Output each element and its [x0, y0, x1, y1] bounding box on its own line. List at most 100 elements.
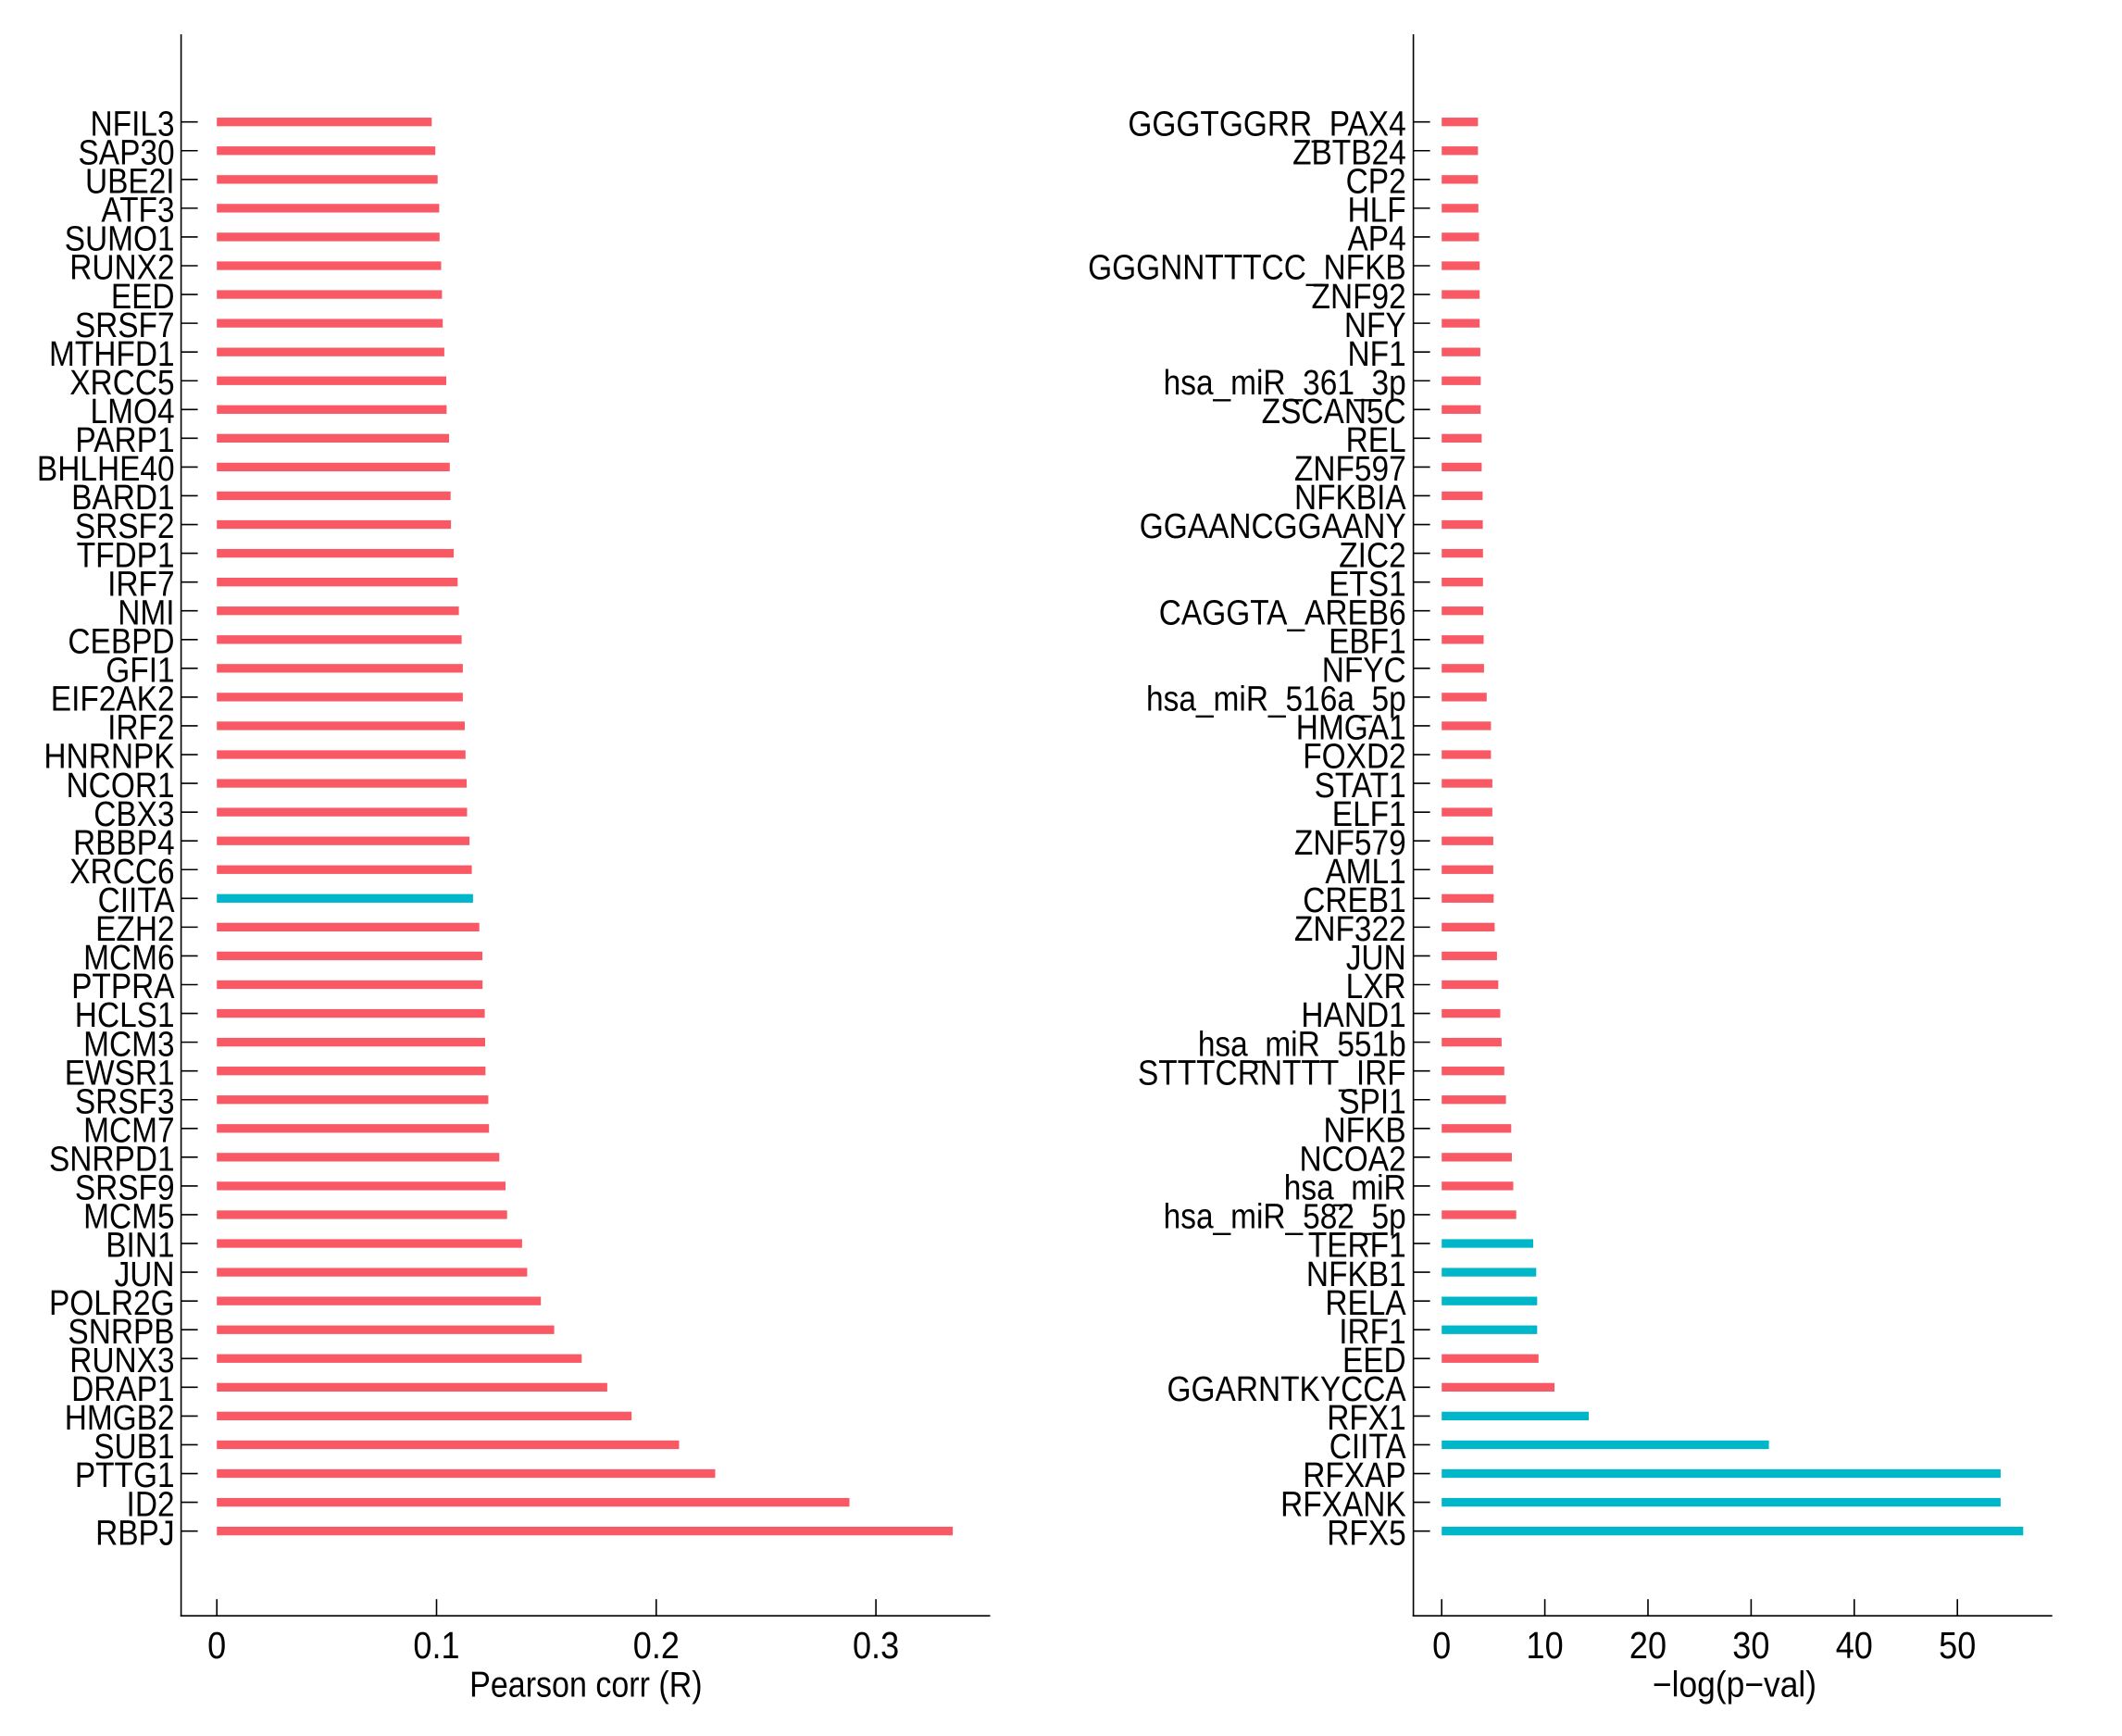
svg-text:EED: EED: [111, 277, 175, 316]
svg-text:XRCC5: XRCC5: [69, 363, 174, 402]
svg-text:RUNX2: RUNX2: [69, 248, 174, 287]
svg-text:MCM6: MCM6: [83, 938, 174, 977]
svg-text:BHLHE40: BHLHE40: [37, 449, 175, 488]
svg-text:SAP30: SAP30: [79, 132, 175, 171]
svg-text:ZNF92: ZNF92: [1312, 277, 1406, 316]
svg-text:UBE2I: UBE2I: [85, 162, 175, 201]
svg-text:10: 10: [1527, 1625, 1564, 1667]
svg-text:RUNX3: RUNX3: [69, 1341, 174, 1380]
svg-text:PTTG1: PTTG1: [75, 1455, 175, 1494]
svg-text:CP2: CP2: [1346, 162, 1406, 201]
svg-text:LXR: LXR: [1346, 967, 1406, 1005]
svg-text:ATF3: ATF3: [101, 191, 174, 230]
svg-text:JUN: JUN: [115, 1255, 175, 1293]
svg-text:EWSR1: EWSR1: [65, 1053, 175, 1092]
svg-text:ELF1: ELF1: [1332, 794, 1406, 833]
svg-text:RBBP4: RBBP4: [73, 823, 175, 862]
svg-text:hsa_miR_361_3p: hsa_miR_361_3p: [1164, 363, 1406, 402]
svg-text:ZIC2: ZIC2: [1339, 535, 1405, 574]
svg-text:ZSCAN5C: ZSCAN5C: [1262, 392, 1406, 431]
svg-text:JUN: JUN: [1346, 938, 1406, 977]
svg-text:DRAP1: DRAP1: [71, 1369, 174, 1408]
svg-text:AML1: AML1: [1325, 852, 1405, 891]
svg-text:NFKB1: NFKB1: [1306, 1255, 1406, 1293]
svg-text:PARP1: PARP1: [75, 420, 174, 459]
svg-text:IRF1: IRF1: [1339, 1312, 1405, 1351]
svg-text:HAND1: HAND1: [1301, 995, 1405, 1034]
svg-text:−log(p−val): −log(p−val): [1653, 1665, 1816, 1705]
svg-text:NFKB: NFKB: [1324, 1111, 1406, 1150]
svg-text:20: 20: [1629, 1625, 1666, 1667]
svg-text:GGAANCGGAANY: GGAANCGGAANY: [1140, 506, 1406, 545]
svg-text:LMO4: LMO4: [91, 392, 175, 431]
svg-text:NF1: NF1: [1348, 334, 1406, 373]
svg-text:IRF2: IRF2: [107, 708, 174, 747]
svg-text:HNRNPK: HNRNPK: [44, 737, 174, 776]
svg-text:GFI1: GFI1: [106, 651, 174, 690]
svg-text:40: 40: [1836, 1625, 1873, 1667]
svg-text:NFIL3: NFIL3: [91, 104, 175, 143]
svg-text:hsa_miR: hsa_miR: [1284, 1168, 1406, 1207]
svg-text:SRSF9: SRSF9: [75, 1168, 175, 1207]
svg-text:GGARNTKYCCA: GGARNTKYCCA: [1167, 1369, 1406, 1408]
svg-text:CAGGTA_AREB6: CAGGTA_AREB6: [1159, 593, 1406, 631]
svg-text:BARD1: BARD1: [71, 478, 174, 517]
svg-text:STAT1: STAT1: [1315, 766, 1406, 805]
svg-text:RFX1: RFX1: [1327, 1398, 1405, 1437]
svg-text:NFY: NFY: [1344, 306, 1406, 344]
svg-text:RFX5: RFX5: [1327, 1513, 1405, 1552]
svg-text:HCLS1: HCLS1: [75, 995, 175, 1034]
svg-text:EZH2: EZH2: [95, 909, 174, 948]
svg-text:NCOA2: NCOA2: [1300, 1140, 1406, 1179]
svg-text:SRSF3: SRSF3: [75, 1081, 175, 1120]
svg-text:SNRPD1: SNRPD1: [49, 1140, 175, 1179]
svg-text:50: 50: [1939, 1625, 1976, 1667]
svg-text:MCM5: MCM5: [83, 1197, 174, 1236]
svg-text:TFDP1: TFDP1: [77, 535, 175, 574]
svg-text:STTTCRNTTT_IRF: STTTCRNTTT_IRF: [1138, 1053, 1406, 1092]
svg-text:SPI1: SPI1: [1339, 1081, 1405, 1120]
svg-text:CIITA: CIITA: [1329, 1427, 1406, 1466]
svg-text:SUMO1: SUMO1: [65, 219, 175, 258]
svg-text:REL: REL: [1346, 420, 1406, 459]
svg-text:XRCC6: XRCC6: [69, 852, 174, 891]
svg-text:ZBTB24: ZBTB24: [1292, 132, 1406, 171]
svg-text:ZNF597: ZNF597: [1294, 449, 1406, 488]
svg-text:ZNF322: ZNF322: [1294, 909, 1406, 948]
svg-text:CBX3: CBX3: [94, 794, 174, 833]
svg-text:TERF1: TERF1: [1308, 1226, 1406, 1265]
svg-text:RBPJ: RBPJ: [95, 1513, 174, 1552]
svg-text:SRSF7: SRSF7: [75, 306, 175, 344]
svg-text:GGGTGGRR_PAX4: GGGTGGRR_PAX4: [1128, 104, 1405, 143]
svg-text:ZNF579: ZNF579: [1294, 823, 1406, 862]
svg-text:HMGB2: HMGB2: [65, 1398, 175, 1437]
svg-text:RFXAP: RFXAP: [1303, 1455, 1405, 1494]
svg-text:0.1: 0.1: [413, 1625, 459, 1667]
svg-text:EBF1: EBF1: [1329, 622, 1406, 661]
svg-text:RELA: RELA: [1325, 1283, 1405, 1322]
svg-text:hsa_miR_582_5p: hsa_miR_582_5p: [1164, 1197, 1406, 1236]
svg-text:SNRPB: SNRPB: [68, 1312, 174, 1351]
svg-text:AP4: AP4: [1348, 219, 1406, 258]
svg-text:CIITA: CIITA: [98, 880, 175, 919]
svg-text:ETS1: ETS1: [1329, 564, 1406, 603]
svg-text:CREB1: CREB1: [1303, 880, 1405, 919]
svg-text:NMI: NMI: [118, 593, 174, 631]
svg-text:30: 30: [1732, 1625, 1769, 1667]
svg-text:NFYC: NFYC: [1322, 651, 1406, 690]
svg-text:IRF7: IRF7: [107, 564, 174, 603]
svg-text:EIF2AK2: EIF2AK2: [51, 680, 175, 718]
svg-text:BIN1: BIN1: [106, 1226, 174, 1265]
svg-text:EED: EED: [1342, 1341, 1406, 1380]
svg-text:HMGA1: HMGA1: [1296, 708, 1406, 747]
svg-text:RFXANK: RFXANK: [1280, 1484, 1406, 1523]
svg-text:GGGNNTTTCC_NFKB: GGGNNTTTCC_NFKB: [1088, 248, 1406, 287]
svg-text:0: 0: [1432, 1625, 1451, 1667]
svg-text:SRSF2: SRSF2: [75, 506, 175, 545]
svg-text:ID2: ID2: [127, 1484, 175, 1523]
svg-text:hsa_miR_516a_5p: hsa_miR_516a_5p: [1146, 680, 1406, 718]
svg-text:hsa_miR_551b: hsa_miR_551b: [1198, 1024, 1406, 1063]
svg-text:Pearson corr (R): Pearson corr (R): [469, 1665, 703, 1705]
svg-text:MTHFD1: MTHFD1: [49, 334, 175, 373]
svg-text:POLR2G: POLR2G: [49, 1283, 175, 1322]
